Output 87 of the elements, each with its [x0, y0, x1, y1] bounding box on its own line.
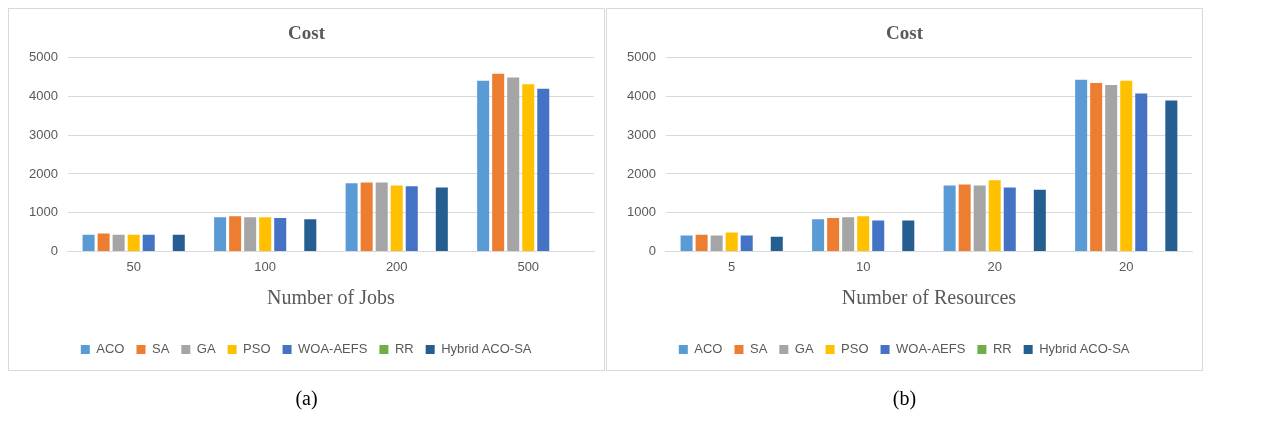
- legend-label: PSO: [841, 341, 869, 357]
- x-tick-label: 5: [728, 258, 736, 274]
- bar: [842, 217, 855, 251]
- y-tick-label: 3000: [29, 126, 58, 142]
- bar: [390, 185, 403, 251]
- legend-label: WOA-AEFS: [298, 341, 368, 357]
- bar: [97, 233, 110, 251]
- legend-label: GA: [196, 341, 216, 357]
- x-tick-label: 500: [517, 258, 540, 274]
- y-tick-label: 0: [50, 242, 58, 258]
- bar: [522, 84, 535, 251]
- bar: [214, 217, 227, 251]
- legend-label: Hybrid ACO-SA: [441, 341, 532, 357]
- x-axis-title: Number of Resources: [841, 286, 1017, 309]
- bar: [827, 218, 840, 251]
- bar: [1135, 93, 1148, 251]
- x-tick-label: 100: [254, 258, 277, 274]
- x-tick-label: 20: [987, 258, 1002, 274]
- bar: [872, 220, 885, 251]
- y-tick-label: 1000: [29, 204, 58, 220]
- bar: [82, 234, 95, 251]
- bar: [1075, 79, 1088, 251]
- bar: [725, 232, 738, 251]
- x-tick-label: 20: [1119, 258, 1134, 274]
- bar: [360, 182, 373, 251]
- bar: [345, 183, 358, 251]
- bar: [1105, 84, 1118, 251]
- bar: [770, 236, 783, 251]
- legend-label: ACO: [694, 341, 723, 357]
- bar: [1165, 100, 1178, 251]
- y-tick-label: 0: [648, 242, 656, 258]
- x-tick-label: 50: [126, 258, 141, 274]
- legend-label: Hybrid ACO-SA: [1039, 341, 1130, 357]
- bar: [435, 187, 448, 251]
- bar: [304, 219, 317, 251]
- bar: [680, 235, 693, 251]
- bar: [127, 234, 140, 251]
- bar: [902, 220, 915, 251]
- y-tick-label: 2000: [29, 165, 58, 181]
- bar: [695, 234, 708, 251]
- bar: [405, 186, 418, 251]
- x-axis-title: Number of Jobs: [267, 286, 396, 309]
- bar: [973, 185, 986, 251]
- bar: [537, 88, 550, 251]
- legend-label: RR: [394, 341, 414, 357]
- y-tick-label: 4000: [29, 88, 58, 104]
- legend-label: RR: [992, 341, 1012, 357]
- bar: [958, 184, 971, 251]
- text: (b): [891, 387, 918, 410]
- legend-label: ACO: [96, 341, 125, 357]
- legend-label: WOA-AEFS: [896, 341, 966, 357]
- bar: [244, 217, 257, 251]
- y-tick-label: 3000: [627, 126, 656, 142]
- bar: [943, 185, 956, 251]
- bar: [492, 73, 505, 251]
- legend-label: GA: [794, 341, 814, 357]
- chart-title: Cost: [288, 22, 326, 44]
- bar: [274, 218, 287, 251]
- bar: [812, 219, 825, 251]
- bar: [229, 216, 242, 251]
- legend-label: SA: [151, 341, 170, 357]
- y-tick-label: 5000: [627, 49, 656, 65]
- y-tick-label: 5000: [29, 49, 58, 65]
- bar: [507, 77, 520, 251]
- bar: [710, 235, 723, 251]
- chart-title: Cost: [886, 22, 924, 44]
- y-tick-label: 2000: [627, 165, 656, 181]
- bar: [1090, 82, 1103, 251]
- bar: [477, 80, 490, 251]
- legend-label: SA: [749, 341, 768, 357]
- bar: [1120, 80, 1133, 251]
- bar: [375, 182, 388, 251]
- bar: [1033, 189, 1046, 251]
- x-tick-label: 200: [385, 258, 408, 274]
- y-tick-label: 1000: [627, 204, 656, 220]
- bar: [857, 216, 870, 251]
- bar: [740, 235, 753, 251]
- bar: [172, 234, 185, 251]
- x-tick-label: 10: [855, 258, 871, 274]
- bar: [1003, 187, 1016, 251]
- bar: [259, 217, 272, 251]
- legend-label: PSO: [243, 341, 271, 357]
- bar: [142, 234, 155, 251]
- bar: [988, 180, 1001, 251]
- bar: [112, 234, 125, 251]
- text: (a): [294, 387, 319, 410]
- y-tick-label: 4000: [627, 88, 656, 104]
